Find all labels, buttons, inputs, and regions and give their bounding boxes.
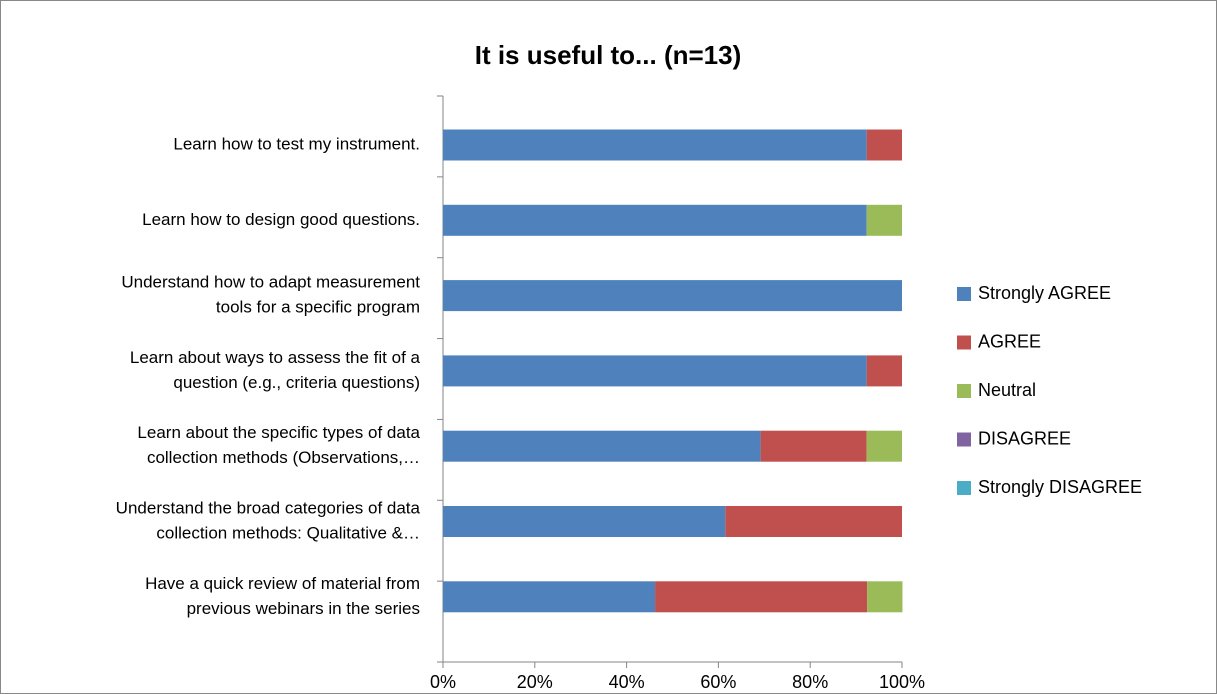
x-tick-label: 80% <box>792 672 828 692</box>
bar-segment <box>866 355 902 387</box>
y-tick-label: Learn about the specific types of data <box>137 423 420 442</box>
bar-segment <box>443 581 656 613</box>
x-tick-label: 0% <box>430 672 456 692</box>
y-tick-label: collection methods: Qualitative &… <box>156 523 420 542</box>
bar-segment <box>866 204 902 236</box>
y-tick-label: collection methods (Observations,… <box>147 448 420 467</box>
bar-segment <box>725 506 902 537</box>
chart-title: It is useful to... (n=13) <box>475 40 742 70</box>
bar-segment <box>655 581 868 613</box>
bar-segment <box>866 129 902 161</box>
bar-segment <box>866 430 902 462</box>
y-tick-label: Understand the broad categories of data <box>116 498 421 517</box>
legend-swatch <box>957 287 971 301</box>
bar-segment <box>443 506 726 537</box>
bar-segment <box>760 430 867 462</box>
y-tick-label: tools for a specific program <box>216 298 420 317</box>
bar-segment <box>443 129 867 161</box>
legend-swatch <box>957 481 971 495</box>
legend-label: Strongly AGREE <box>978 283 1111 303</box>
legend-swatch <box>957 432 971 447</box>
x-tick-label: 60% <box>700 672 736 692</box>
x-tick-label: 100% <box>879 672 925 692</box>
legend-label: Strongly DISAGREE <box>978 477 1142 497</box>
x-tick-label: 20% <box>517 672 553 692</box>
bar-segment <box>443 355 867 387</box>
y-tick-label: Learn how to test my instrument. <box>173 134 420 153</box>
y-tick-label: Learn about ways to assess the fit of a <box>130 348 421 367</box>
legend-label: AGREE <box>978 331 1041 351</box>
bar-segment <box>443 280 902 312</box>
x-tick-label: 40% <box>609 672 645 692</box>
y-tick-label: Understand how to adapt measurement <box>121 273 420 292</box>
y-tick-label: question (e.g., criteria questions) <box>173 373 420 392</box>
y-tick-label: previous webinars in the series <box>187 599 420 618</box>
bar-segment <box>443 430 761 462</box>
legend-swatch <box>957 335 971 350</box>
bar-segment <box>867 581 903 613</box>
legend-swatch <box>957 384 971 398</box>
bar-segment <box>443 204 867 236</box>
legend-label: DISAGREE <box>978 428 1071 448</box>
y-tick-label: Have a quick review of material from <box>145 574 420 593</box>
y-tick-label: Learn how to design good questions. <box>142 210 420 229</box>
legend-label: Neutral <box>978 380 1036 400</box>
